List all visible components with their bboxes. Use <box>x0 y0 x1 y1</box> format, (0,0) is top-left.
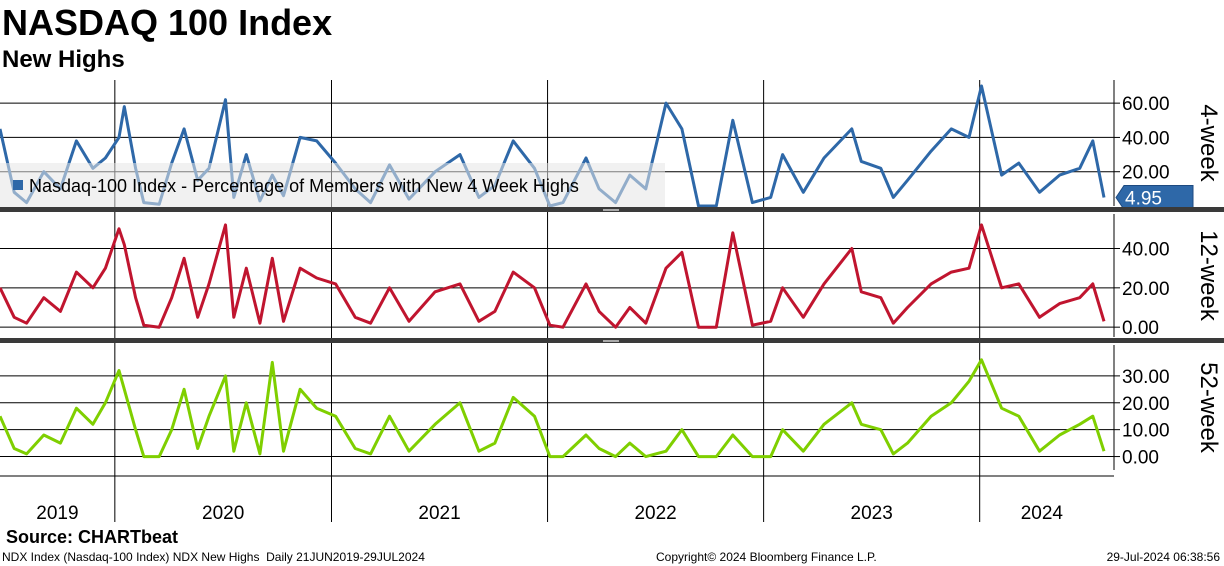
legend-box <box>0 163 665 207</box>
x-tick-label-2022: 2022 <box>634 503 676 524</box>
4-week-tick-label: 40.00 <box>1122 128 1170 149</box>
52-week-tick-label: 10.00 <box>1122 421 1170 442</box>
legend-label: Nasdaq-100 Index - Percentage of Members… <box>29 176 579 196</box>
12-week-series-line <box>0 223 1106 329</box>
x-tick-label-2020: 2020 <box>202 503 244 524</box>
52-week-series-line <box>0 358 1106 459</box>
last-value-label: 4.95 <box>1125 189 1162 210</box>
chart-title: NASDAQ 100 Index <box>2 2 333 43</box>
52-week-tick-label: 20.00 <box>1122 394 1170 415</box>
footer-ticker: NDX Index (Nasdaq-100 Index) NDX New Hig… <box>2 550 425 564</box>
x-tick-label-2023: 2023 <box>851 503 893 524</box>
source-note: Source: CHARTbeat <box>6 527 179 547</box>
52-week-tick-label: 0.00 <box>1122 448 1159 469</box>
x-tick-label-2019: 2019 <box>36 503 78 524</box>
footer-copyright: Copyright© 2024 Bloomberg Finance L.P. <box>656 550 877 564</box>
legend-swatch <box>13 180 23 190</box>
footer-timestamp: 29-Jul-2024 06:38:56 <box>1106 550 1220 564</box>
4-week-tick-label: 60.00 <box>1122 94 1170 115</box>
x-tick-label-2024: 2024 <box>1021 503 1064 524</box>
12-week-tick-label: 20.00 <box>1122 279 1170 300</box>
52-week-axis-label: 52-week <box>1195 362 1222 454</box>
4-week-axis-label: 4-week <box>1195 104 1222 182</box>
panel-separator-handle-2[interactable] <box>603 340 619 342</box>
12-week-axis-label: 12-week <box>1195 230 1222 322</box>
panel-separator-handle-1[interactable] <box>603 209 619 211</box>
x-tick-label-2021: 2021 <box>418 503 460 524</box>
12-week-tick-label: 40.00 <box>1122 240 1170 261</box>
chart-subtitle: New Highs <box>2 46 125 73</box>
12-week-tick-label: 0.00 <box>1122 318 1159 339</box>
4-week-tick-label: 20.00 <box>1122 163 1170 184</box>
52-week-tick-label: 30.00 <box>1122 367 1170 388</box>
